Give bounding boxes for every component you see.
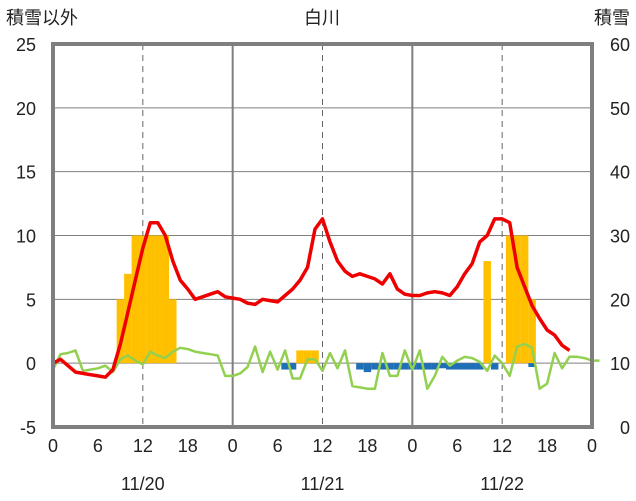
- orange-bar: [528, 299, 536, 364]
- bar-series: [116, 235, 536, 373]
- green-line: [51, 342, 600, 390]
- date-label: 11/20: [121, 474, 165, 494]
- left-axis-ticks: 25 20 15 10 5 0 -5: [16, 35, 36, 438]
- left-tick-label: 25: [16, 35, 36, 55]
- orange-bar: [161, 235, 170, 364]
- left-tick-label: 0: [26, 354, 36, 374]
- orange-bar: [146, 235, 155, 364]
- x-tick-label: 6: [273, 436, 283, 456]
- orange-bar: [169, 299, 177, 364]
- left-tick-label: 15: [16, 163, 36, 183]
- x-tick-label: 0: [48, 436, 58, 456]
- left-axis-label: 積雪以外: [6, 8, 78, 29]
- x-axis-ticks: 0 6 12 18 0 6 12 18 0 6 12 18 0: [48, 436, 597, 456]
- x-tick-label: 0: [228, 436, 238, 456]
- x-tick-label: 6: [452, 436, 462, 456]
- x-tick-label: 18: [537, 436, 557, 456]
- blue-bar: [475, 363, 484, 370]
- blue-bar: [356, 363, 364, 370]
- left-tick-label: 10: [16, 227, 36, 247]
- blue-bar: [468, 363, 476, 370]
- blue-bar: [416, 363, 424, 370]
- orange-bar: [311, 350, 319, 364]
- orange-bar: [520, 235, 529, 364]
- plot-frame: [51, 42, 594, 429]
- red-line: [52, 217, 571, 379]
- blue-bar: [363, 363, 372, 373]
- blue-bar: [490, 363, 499, 370]
- right-tick-label: 30: [610, 227, 630, 247]
- orange-bar: [513, 235, 521, 364]
- x-tick-label: 18: [357, 436, 377, 456]
- right-tick-label: 50: [610, 99, 630, 119]
- orange-bar: [505, 235, 514, 364]
- blue-bar: [401, 363, 409, 370]
- blue-bar: [371, 363, 379, 370]
- orange-bar: [116, 299, 125, 364]
- date-label: 11/22: [480, 474, 524, 494]
- left-tick-label: -5: [20, 418, 36, 438]
- x-tick-label: 6: [93, 436, 103, 456]
- right-tick-label: 20: [610, 290, 630, 310]
- orange-bar: [483, 261, 491, 364]
- orange-bar: [296, 350, 304, 364]
- blue-bar: [386, 363, 394, 370]
- blue-bar: [378, 363, 387, 370]
- x-tick-label: 0: [587, 436, 597, 456]
- x-tick-label: 0: [407, 436, 417, 456]
- date-label: 11/21: [301, 474, 345, 494]
- blue-bar: [288, 363, 297, 370]
- chart-title: 白川: [304, 8, 340, 29]
- right-tick-label: 40: [610, 163, 630, 183]
- blue-bar: [453, 363, 461, 370]
- blue-bar: [423, 363, 432, 370]
- blue-bar: [393, 363, 402, 370]
- x-tick-label: 18: [178, 436, 198, 456]
- orange-bar: [154, 235, 162, 364]
- right-axis-label: 積雪: [594, 8, 630, 29]
- blue-bar: [281, 363, 289, 370]
- right-tick-label: 60: [610, 35, 630, 55]
- right-axis-ticks: 60 50 40 30 20 10 0: [610, 35, 630, 438]
- right-tick-label: 0: [620, 418, 630, 438]
- x-tick-label: 12: [312, 436, 332, 456]
- left-tick-label: 5: [26, 290, 36, 310]
- orange-bar: [131, 235, 140, 364]
- orange-bar: [303, 350, 312, 364]
- x-tick-label: 12: [492, 436, 512, 456]
- right-tick-label: 10: [610, 354, 630, 374]
- blue-bar: [460, 363, 469, 370]
- blue-bar: [438, 363, 447, 369]
- blue-bar: [431, 363, 439, 370]
- date-labels: 11/20 11/21 11/22: [121, 474, 524, 494]
- left-tick-label: 20: [16, 99, 36, 119]
- x-tick-label: 12: [133, 436, 153, 456]
- blue-bar: [528, 363, 536, 367]
- orange-bar: [139, 235, 147, 364]
